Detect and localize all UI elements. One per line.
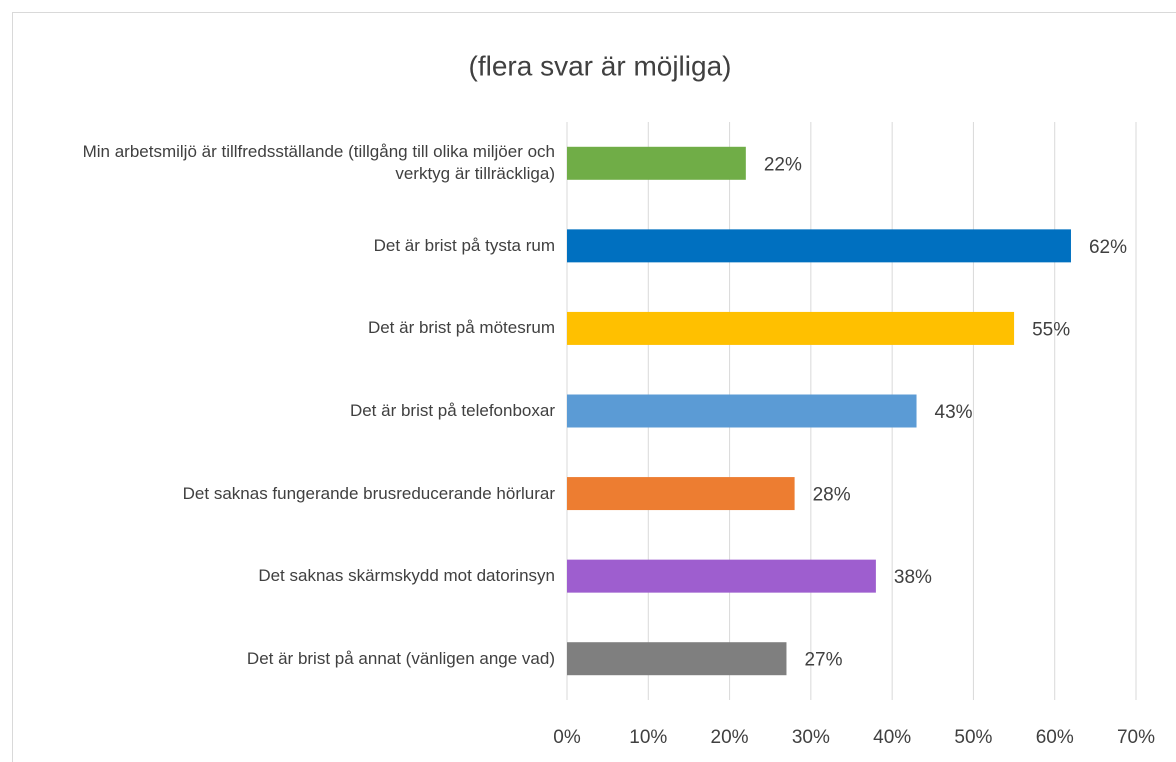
- x-tick-label: 60%: [1036, 727, 1074, 748]
- data-label: 55%: [1032, 319, 1070, 340]
- bar: [567, 477, 795, 511]
- bar: [567, 146, 746, 180]
- x-tick-label: 70%: [1117, 727, 1155, 748]
- bar: [567, 559, 876, 593]
- x-tick-label: 0%: [553, 727, 581, 748]
- category-label: Det är brist på annat (vänligen ange vad…: [246, 648, 555, 668]
- data-label: 27%: [804, 650, 842, 671]
- bar: [567, 311, 1015, 345]
- chart-border: [12, 12, 1176, 762]
- x-tick-label: 50%: [954, 727, 992, 748]
- category-label: Det är brist på telefonboxar: [349, 400, 555, 420]
- data-label: 38%: [894, 567, 932, 588]
- bar: [567, 229, 1071, 263]
- bar: [567, 642, 787, 676]
- data-label: 22%: [764, 154, 802, 175]
- data-label: 28%: [813, 485, 851, 506]
- category-label: Det är brist på tysta rum: [373, 235, 555, 255]
- data-label: 43%: [935, 402, 973, 423]
- category-label: Min arbetsmiljö är tillfredsställande (t…: [82, 142, 555, 184]
- category-label: Det saknas skärmskydd mot datorinsyn: [258, 566, 555, 586]
- category-label: Det saknas fungerande brusreducerande hö…: [182, 483, 555, 503]
- x-tick-label: 30%: [792, 727, 830, 748]
- x-tick-label: 20%: [711, 727, 749, 748]
- x-tick-label: 10%: [629, 727, 667, 748]
- data-label: 62%: [1089, 237, 1127, 258]
- chart-title: (flera svar är möjliga): [469, 50, 732, 81]
- x-tick-label: 40%: [873, 727, 911, 748]
- bar: [567, 394, 917, 428]
- category-label: Det är brist på mötesrum: [367, 318, 555, 338]
